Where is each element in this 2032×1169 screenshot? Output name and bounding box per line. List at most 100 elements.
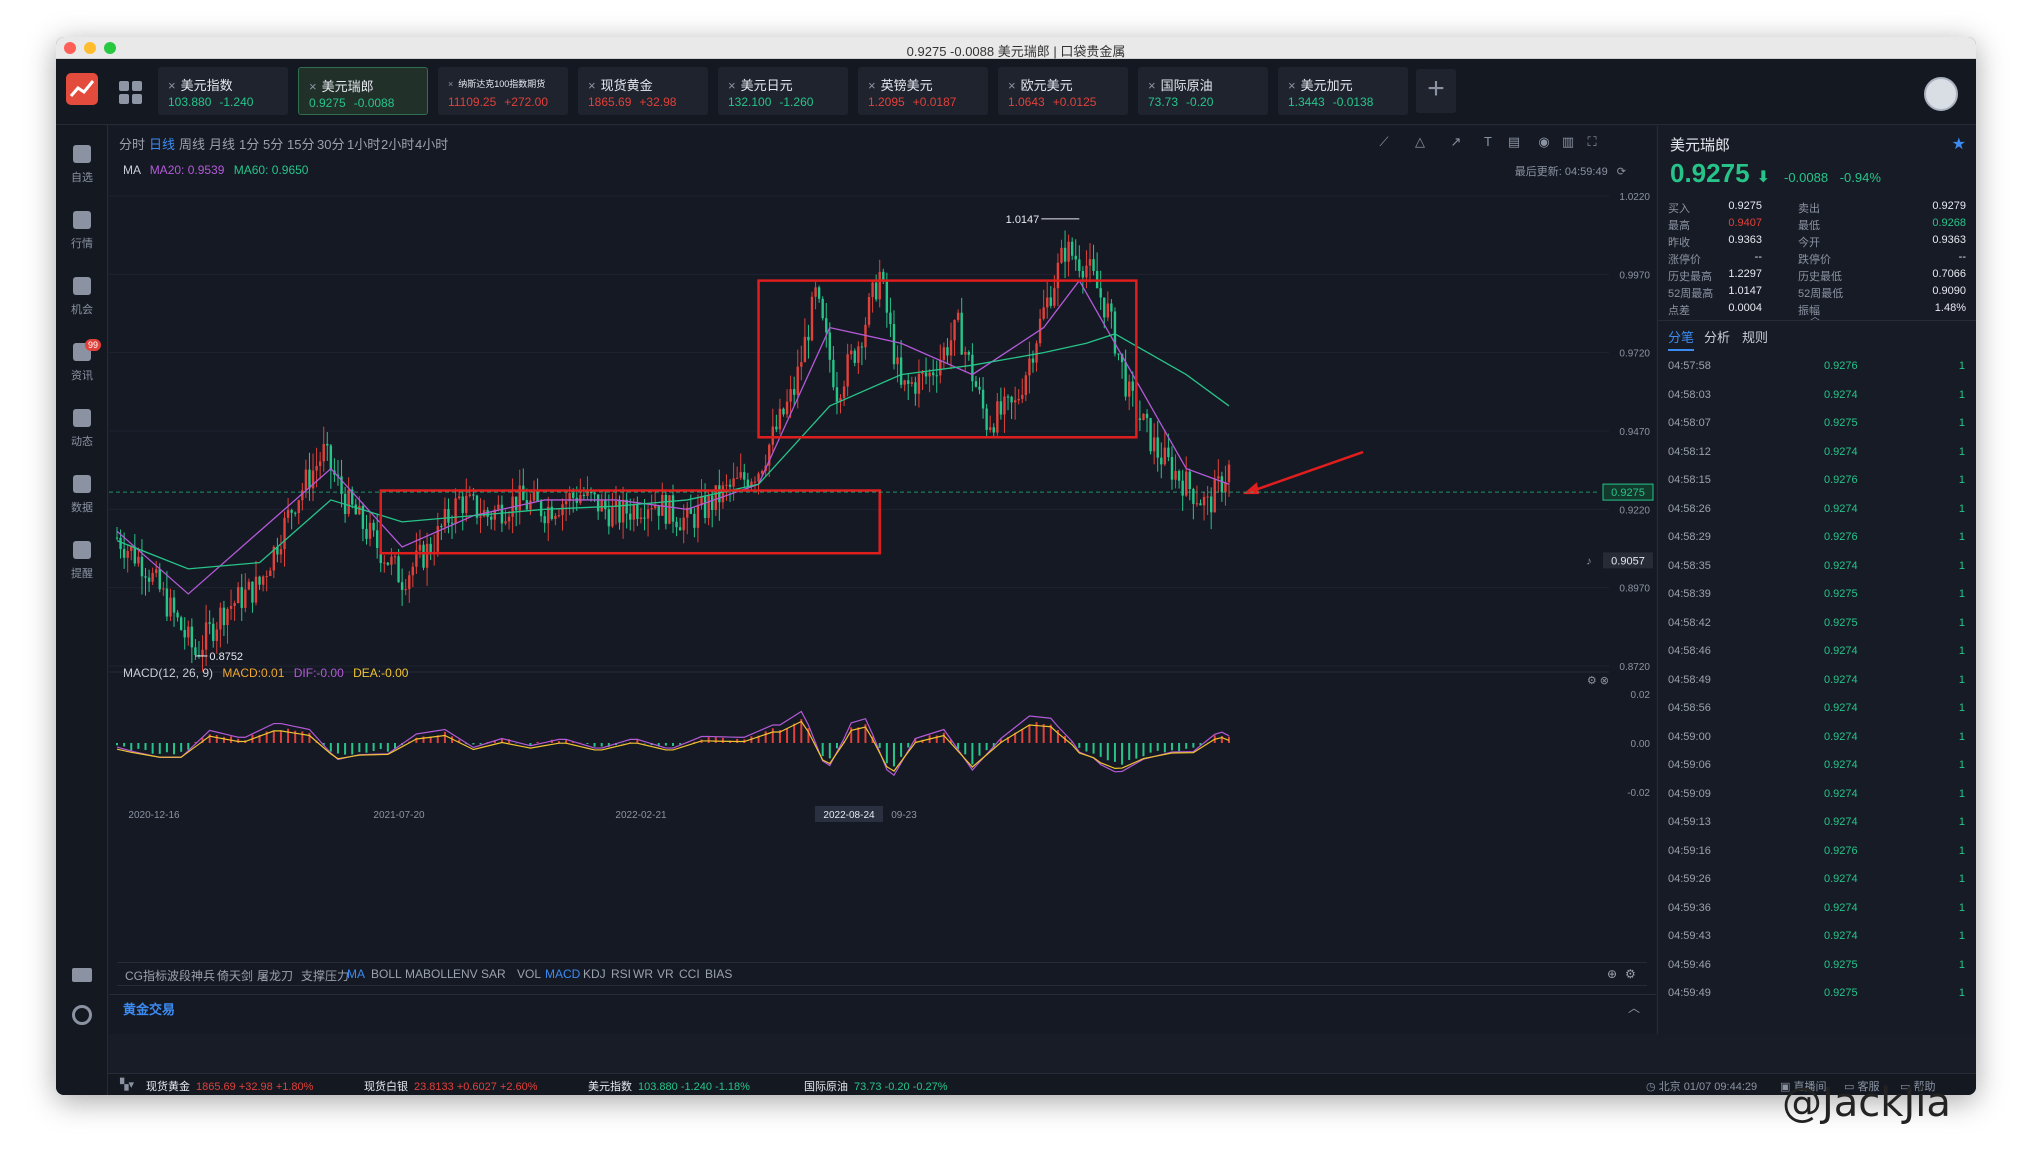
indicator-tab[interactable]: BOLL [371,967,402,981]
line-tool-icon[interactable]: ⟋ [1379,134,1389,149]
chevron-up-icon[interactable]: ︿ [1627,1001,1640,1015]
quote-tab[interactable]: × 美元加元 1.3443 -0.0138 [1278,67,1408,115]
tick-price: 0.9276 [1824,360,1858,372]
text-tool-icon[interactable]: T [1484,134,1492,149]
period-tab[interactable]: 30分 [317,137,345,152]
avatar[interactable] [1924,77,1958,111]
indicator-tab[interactable]: ENV [453,967,478,981]
indicator-tab[interactable]: 波段神兵 [167,969,216,983]
sidebar-item[interactable]: 自选 [56,141,108,201]
arrow-tool-icon[interactable]: ↗ [1450,134,1462,149]
close-tab-icon[interactable]: × [868,78,876,93]
panel-tab[interactable]: 规则 [1742,330,1769,345]
triangle-tool-icon[interactable]: △ [1415,134,1425,149]
trash-icon[interactable]: ▥ [1561,134,1575,149]
indicator-tab[interactable]: MABOLL [405,967,454,981]
quote-tab[interactable]: × 美元指数 103.880 -1.240 [158,67,288,115]
period-tab[interactable]: 日线 [149,137,176,152]
sidebar-item[interactable]: 动态 [56,405,108,465]
ticker-item[interactable]: 现货黄金 1865.69 +32.98 +1.80% [146,1078,313,1094]
close-tab-icon[interactable]: × [1288,78,1296,93]
quote-tab[interactable]: × 英镑美元 1.2095 +0.0187 [858,67,988,115]
period-tab[interactable]: 周线 [179,137,206,152]
close-tab-icon[interactable]: × [588,78,596,93]
star-icon[interactable]: ★ [1951,136,1966,153]
indicator-tab[interactable]: 屠龙刀 [257,969,294,983]
close-tab-icon[interactable]: × [1008,78,1016,93]
indicator-tab[interactable]: VOL [517,967,542,981]
sidebar-item[interactable]: 行情 [56,207,108,267]
add-tab-button[interactable]: + [1416,69,1456,113]
data-chart-icon [73,475,91,493]
indicator-tab[interactable]: RSI [611,967,632,981]
ticker-item[interactable]: 国际原油 73.73 -0.20 -0.27% [804,1078,948,1094]
help-button[interactable]: ▭ 帮助 [1900,1078,1935,1094]
close-tab-icon[interactable]: × [1148,78,1156,93]
gear-icon[interactable] [72,1005,92,1025]
period-tab[interactable]: 5分 [263,137,284,152]
grid-menu-icon[interactable] [119,81,143,105]
panel-tab[interactable]: 分笔 [1668,327,1695,351]
zoom-window-button[interactable] [104,42,116,54]
indicator-tab[interactable]: 支撑压力 [301,969,350,983]
macd-bar [1220,735,1223,743]
indicator-settings-icon[interactable]: ⚙ [1625,967,1636,981]
period-tab[interactable]: 分时 [119,137,146,152]
close-window-button[interactable] [64,42,76,54]
period-tab[interactable]: 月线 [209,137,236,152]
sidebar-item[interactable]: 99 资讯 [56,339,108,399]
indicator-tab[interactable]: WR [633,967,653,981]
quote-tab[interactable]: × 现货黄金 1865.69 +32.98 [578,67,708,115]
indicator-tab[interactable]: KDJ [583,967,606,981]
quote-tab[interactable]: × 美元瑞郎 0.9275 -0.0088 [298,67,428,115]
period-tab[interactable]: 15分 [287,137,315,152]
period-tab[interactable]: 2小时 [381,137,415,152]
ticker-item[interactable]: 美元指数 103.880 -1.240 -1.18% [588,1078,750,1094]
quote-tab[interactable]: × 欧元美元 1.0643 +0.0125 [998,67,1128,115]
ruler-tool-icon[interactable]: ▤ [1507,134,1521,149]
candle-body [636,504,639,519]
candle-body [550,506,554,520]
sidebar-item[interactable]: 机会 [56,273,108,333]
indicator-tab[interactable]: MACD [545,967,581,981]
indicator-tab[interactable]: 倚天剑 [217,969,254,983]
eye-icon[interactable]: ◉ [1538,134,1550,149]
price-chart[interactable]: 1.0220 0.9970 0.9720 0.9470 0.9220 0.8970 0.87… [109,126,1656,962]
sidebar-item[interactable]: 数据 [56,471,108,531]
close-tab-icon[interactable]: × [448,79,454,89]
tick-price: 0.9274 [1824,445,1858,458]
indicator-tab[interactable]: MA [347,967,365,981]
service-button[interactable]: ▭ 客服 [1844,1078,1879,1094]
macd-bar [422,736,425,743]
quote-tab[interactable]: × 纳斯达克100指数期货 11109.25 +272.00 [438,67,568,115]
mail-icon[interactable] [72,968,92,982]
indicator-tab[interactable]: BIAS [705,967,733,981]
minimize-window-button[interactable] [84,42,96,54]
period-tab[interactable]: 1小时 [347,137,381,152]
add-indicator-icon[interactable]: ⊕ [1607,967,1618,981]
period-tab[interactable]: 4小时 [415,137,449,152]
panel-tab[interactable]: 分析 [1704,330,1731,345]
collapse-icon[interactable]: ︿ [1810,312,1820,323]
macd-bar [914,738,917,743]
bell-icon[interactable]: ♪ [1586,555,1592,567]
market-toggle-icon[interactable]: ▚▾ [120,1079,134,1091]
period-tab[interactable]: 1分 [239,137,260,152]
close-tab-icon[interactable]: × [309,79,317,94]
quote-tab[interactable]: × 美元日元 132.100 -1.260 [718,67,848,115]
indicator-tab[interactable]: CG指标 [125,969,168,983]
sidebar-item[interactable]: 提醒 [56,537,108,597]
quote-tab[interactable]: × 国际原油 73.73 -0.20 [1138,67,1268,115]
refresh-icon[interactable]: ⟳ [1616,166,1626,178]
fullscreen-icon[interactable]: ⛶ [1587,134,1597,149]
macd-settings-icon[interactable]: ⚙ ⊗ [1587,675,1609,687]
close-tab-icon[interactable]: × [168,78,176,93]
indicator-tab[interactable]: VR [657,967,674,981]
gold-trade-bar[interactable]: 黄金交易 ︿ [109,994,1656,1020]
live-button[interactable]: ▣ 直播间 [1780,1078,1826,1094]
close-tab-icon[interactable]: × [728,78,736,93]
ticker-item[interactable]: 现货白银 23.8133 +0.6027 +2.60% [364,1078,538,1094]
indicator-tab[interactable]: CCI [679,967,700,981]
candle-body [536,491,539,502]
indicator-tab[interactable]: SAR [481,967,506,981]
